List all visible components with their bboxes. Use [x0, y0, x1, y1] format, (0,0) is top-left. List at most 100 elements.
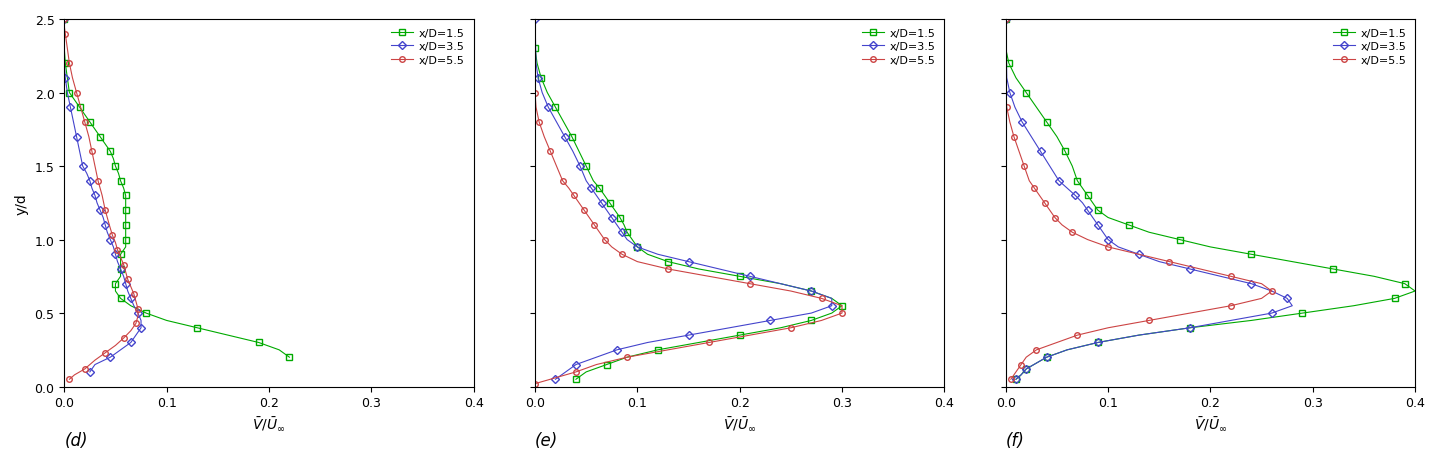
x/D=1.5: [660, 259, 677, 265]
x/D=3.5: [92, 208, 109, 213]
x/D=5.5: [814, 318, 831, 324]
x/D=1.5: [56, 46, 73, 52]
x/D=3.5: [1038, 355, 1056, 360]
Text: (e): (e): [536, 431, 559, 449]
x/D=3.5: [540, 105, 557, 111]
x/D=3.5: [86, 362, 104, 368]
x/D=5.5: [1223, 303, 1240, 309]
x/D=1.5: [1345, 303, 1362, 309]
x/D=1.5: [107, 288, 124, 294]
x/D=5.5: [1031, 193, 1048, 199]
x/D=1.5: [1028, 105, 1045, 111]
x/D=1.5: [1407, 288, 1424, 294]
x/D=1.5: [618, 230, 635, 235]
x/D=1.5: [624, 238, 641, 243]
x/D=3.5: [1008, 377, 1025, 382]
x/D=5.5: [76, 366, 94, 372]
x/D=5.5: [56, 17, 73, 23]
x/D=1.5: [649, 347, 667, 353]
x/D=5.5: [570, 201, 588, 206]
x/D=3.5: [618, 238, 635, 243]
x/D=1.5: [596, 193, 613, 199]
x/D=5.5: [96, 208, 114, 213]
x/D=1.5: [1084, 201, 1102, 206]
x/D=5.5: [996, 17, 1014, 23]
x/D=3.5: [130, 311, 147, 316]
x/D=3.5: [68, 135, 85, 140]
x/D=1.5: [563, 135, 580, 140]
x/D=1.5: [219, 333, 236, 338]
x/D=5.5: [1263, 288, 1280, 294]
Line: x/D=1.5: x/D=1.5: [533, 17, 845, 382]
x/D=1.5: [81, 120, 98, 126]
x/D=3.5: [1283, 303, 1300, 309]
x/D=5.5: [1253, 281, 1270, 287]
x/D=5.5: [834, 311, 851, 316]
x/D=5.5: [1028, 347, 1045, 353]
x/D=5.5: [120, 277, 137, 283]
x/D=3.5: [547, 120, 564, 126]
x/D=3.5: [1263, 288, 1280, 294]
x/D=3.5: [1022, 135, 1040, 140]
Line: x/D=3.5: x/D=3.5: [62, 17, 144, 375]
x/D=1.5: [71, 105, 88, 111]
x/D=5.5: [107, 240, 124, 246]
Line: x/D=1.5: x/D=1.5: [62, 17, 292, 360]
x/D=1.5: [1243, 252, 1260, 258]
x/D=1.5: [115, 186, 132, 192]
x/D=1.5: [112, 274, 130, 279]
x/D=1.5: [590, 186, 608, 192]
x/D=3.5: [84, 186, 101, 192]
x/D=1.5: [117, 245, 134, 250]
x/D=1.5: [60, 91, 78, 96]
x/D=1.5: [615, 222, 632, 228]
x/D=3.5: [120, 288, 137, 294]
x/D=1.5: [629, 245, 647, 250]
x/D=5.5: [66, 372, 84, 378]
x/D=3.5: [527, 61, 544, 67]
x/D=5.5: [1018, 355, 1035, 360]
x/D=5.5: [588, 362, 605, 368]
x/D=1.5: [56, 17, 73, 23]
x/D=5.5: [117, 269, 134, 275]
x/D=3.5: [527, 17, 544, 23]
x/D=3.5: [742, 274, 759, 279]
x/D=1.5: [802, 318, 819, 324]
x/D=5.5: [1041, 208, 1058, 213]
x/D=3.5: [649, 252, 667, 258]
x/D=1.5: [1074, 186, 1092, 192]
x/D=3.5: [802, 311, 819, 316]
x/D=5.5: [527, 105, 544, 111]
x/D=1.5: [533, 76, 550, 81]
x/D=3.5: [71, 149, 88, 155]
x/D=1.5: [577, 164, 595, 169]
x/D=3.5: [1007, 105, 1024, 111]
x/D=5.5: [567, 369, 585, 375]
x/D=5.5: [613, 252, 631, 258]
x/D=3.5: [102, 238, 120, 243]
x/D=5.5: [1130, 252, 1148, 258]
x/D=1.5: [86, 127, 104, 133]
x/D=1.5: [158, 318, 176, 324]
x/D=3.5: [1181, 325, 1198, 331]
x/D=3.5: [125, 303, 143, 309]
x/D=3.5: [534, 91, 552, 96]
x/D=5.5: [1064, 230, 1081, 235]
x/D=5.5: [56, 32, 73, 37]
x/D=3.5: [556, 135, 573, 140]
x/D=1.5: [802, 288, 819, 294]
x/D=1.5: [1012, 372, 1030, 378]
x/D=3.5: [1099, 238, 1116, 243]
x/D=5.5: [1099, 245, 1116, 250]
x/D=1.5: [112, 296, 130, 302]
x/D=5.5: [1005, 135, 1022, 140]
x/D=1.5: [112, 179, 130, 184]
x/D=3.5: [117, 281, 134, 287]
x/D=3.5: [1074, 201, 1092, 206]
x/D=3.5: [762, 318, 779, 324]
x/D=1.5: [1089, 340, 1106, 345]
x/D=1.5: [1068, 179, 1086, 184]
Text: (f): (f): [1005, 431, 1025, 449]
x/D=5.5: [590, 230, 608, 235]
x/D=1.5: [567, 377, 585, 382]
